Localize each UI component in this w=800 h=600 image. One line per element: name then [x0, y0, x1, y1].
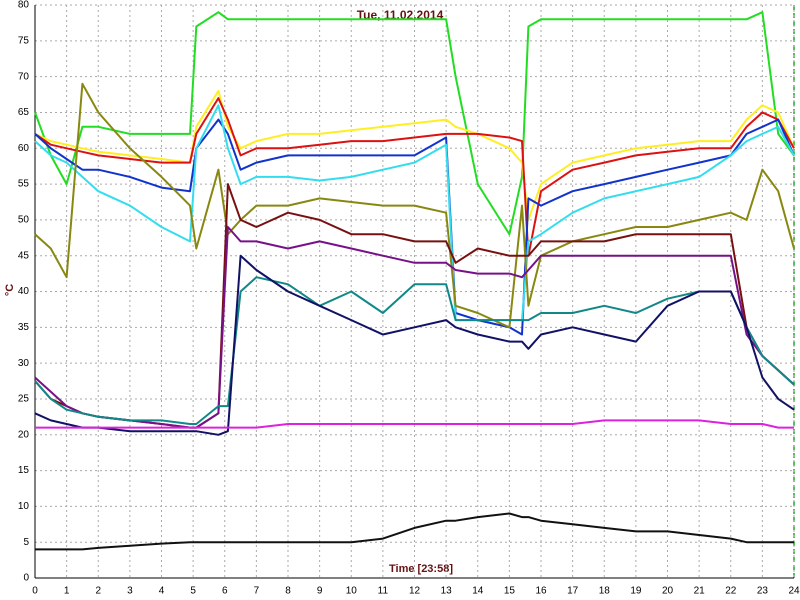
x-tick-label: 4	[159, 586, 165, 597]
series-line	[34, 89, 795, 221]
series-line	[34, 276, 795, 425]
x-tick-label: 15	[504, 586, 516, 597]
x-tick-label: 14	[472, 586, 484, 597]
x-tick-label: 17	[567, 586, 579, 597]
series-line	[34, 254, 795, 436]
y-tick-label: 0	[23, 573, 29, 584]
x-tick-label: 20	[662, 586, 674, 597]
x-axis-label: Time [23:58]	[389, 563, 453, 575]
y-tick-label: 10	[18, 501, 30, 512]
x-tick-label: 21	[694, 586, 706, 597]
series-line	[34, 226, 795, 429]
y-tick-label: 80	[18, 0, 30, 11]
y-tick-label: 45	[18, 250, 30, 261]
series-line	[34, 118, 795, 336]
x-tick-label: 13	[441, 586, 453, 597]
x-tick-label: 2	[95, 586, 101, 597]
x-tick-label: 9	[317, 586, 323, 597]
y-tick-label: 60	[18, 143, 30, 154]
x-tick-label: 16	[535, 586, 547, 597]
x-tick-label: 7	[254, 586, 260, 597]
x-tick-label: 1	[64, 586, 70, 597]
y-tick-label: 55	[18, 179, 30, 190]
y-tick-label: 15	[18, 465, 30, 476]
x-tick-label: 12	[409, 586, 421, 597]
x-tick-label: 18	[599, 586, 611, 597]
x-tick-label: 5	[190, 586, 196, 597]
y-axis-label: °C	[4, 284, 16, 296]
y-tick-label: 75	[18, 35, 30, 46]
y-tick-label: 70	[18, 71, 30, 82]
x-tick-label: 22	[725, 586, 737, 597]
x-tick-label: 11	[378, 586, 389, 597]
y-tick-label: 25	[18, 394, 30, 405]
series-line	[34, 97, 795, 257]
series-line	[34, 11, 795, 236]
x-tick-label: 19	[630, 586, 642, 597]
x-tick-label: 24	[788, 586, 800, 597]
series-line	[35, 512, 794, 551]
y-tick-label: 50	[18, 215, 30, 226]
y-tick-label: 30	[18, 358, 30, 369]
series-line	[35, 419, 794, 429]
y-tick-label: 65	[18, 107, 30, 118]
x-tick-label: 0	[32, 586, 38, 597]
x-tick-label: 3	[127, 586, 133, 597]
y-tick-label: 5	[23, 537, 29, 548]
x-tick-label: 23	[757, 586, 769, 597]
x-tick-label: 10	[346, 586, 358, 597]
x-tick-label: 8	[285, 586, 291, 597]
y-tick-label: 20	[18, 429, 30, 440]
series-line	[34, 104, 795, 322]
y-tick-label: 35	[18, 322, 30, 333]
series-line	[34, 82, 795, 329]
y-tick-label: 40	[18, 286, 30, 297]
x-tick-label: 6	[222, 586, 228, 597]
